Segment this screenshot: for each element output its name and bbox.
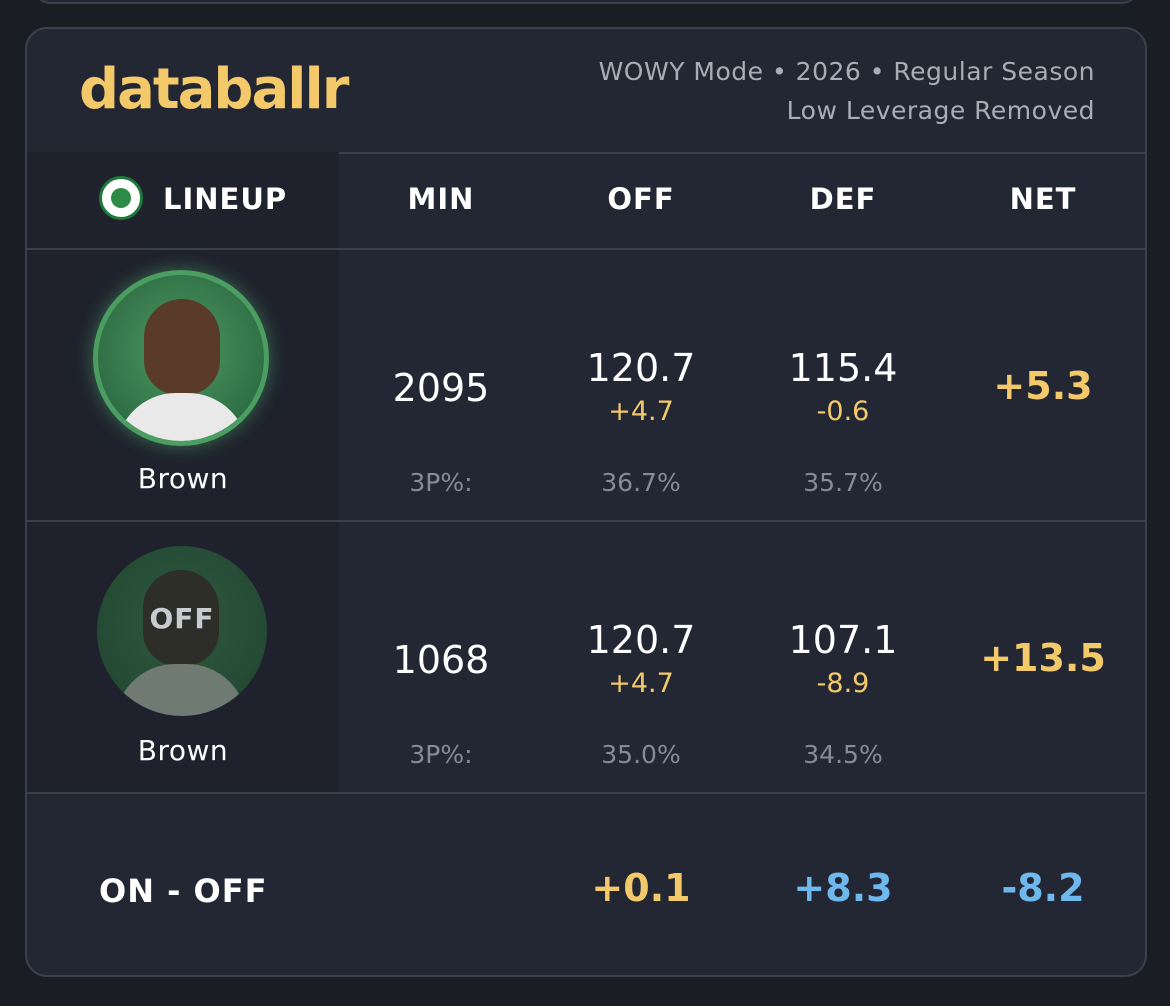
player-name: Brown bbox=[137, 734, 229, 767]
three-pt-off-value: 36.7% bbox=[601, 468, 681, 497]
table-row-off-court: OFF Brown 1068 120.7 +4.7 107.1 -8.9 +13… bbox=[27, 522, 1145, 794]
brand-bar: databallr WOWY Mode • 2026 • Regular Sea… bbox=[27, 29, 1145, 154]
player-jersey-shape bbox=[115, 664, 247, 716]
three-pt-label: 3P%: bbox=[409, 468, 473, 497]
player-jersey-shape bbox=[116, 393, 248, 441]
off-rating-delta: +4.7 bbox=[608, 668, 674, 699]
on-off-summary-row: ON - OFF +0.1 +8.3 -8.2 bbox=[27, 794, 1145, 975]
min-column-header: MIN bbox=[407, 182, 475, 216]
player-cell: Brown bbox=[27, 250, 339, 520]
lineup-column-header: LINEUP bbox=[163, 182, 288, 216]
def-rating-value: 115.4 bbox=[788, 346, 898, 390]
three-pt-label: 3P%: bbox=[409, 740, 473, 769]
wowy-card: databallr WOWY Mode • 2026 • Regular Sea… bbox=[25, 27, 1147, 977]
minutes-value: 1068 bbox=[392, 638, 490, 682]
player-avatar-off[interactable]: OFF bbox=[97, 546, 267, 716]
net-rating-value: +5.3 bbox=[993, 364, 1093, 408]
three-pt-def-value: 34.5% bbox=[803, 740, 883, 769]
three-pt-off-value: 35.0% bbox=[601, 740, 681, 769]
player-avatar[interactable] bbox=[93, 270, 269, 446]
player-name: Brown bbox=[137, 462, 229, 495]
def-rating-delta: -8.9 bbox=[816, 668, 870, 699]
previous-card-edge bbox=[34, 0, 1138, 4]
on-off-net-value: -8.2 bbox=[1001, 866, 1085, 910]
net-column-header: NET bbox=[1009, 182, 1077, 216]
net-rating-value: +13.5 bbox=[980, 636, 1106, 680]
on-off-off-value: +0.1 bbox=[591, 866, 691, 910]
off-rating-delta: +4.7 bbox=[608, 396, 674, 427]
table-header: LINEUP MIN OFF DEF NET bbox=[27, 152, 1145, 250]
three-pt-def-value: 35.7% bbox=[803, 468, 883, 497]
def-rating-delta: -0.6 bbox=[816, 396, 870, 427]
player-cell: OFF Brown bbox=[27, 522, 339, 792]
player-head-shape bbox=[144, 299, 220, 395]
leverage-filter-info: Low Leverage Removed bbox=[786, 96, 1095, 125]
off-column-header: OFF bbox=[607, 182, 675, 216]
def-rating-value: 107.1 bbox=[788, 618, 898, 662]
off-rating-value: 120.7 bbox=[586, 346, 696, 390]
celtics-logo-icon bbox=[99, 176, 143, 220]
databallr-logo[interactable]: databallr bbox=[79, 57, 349, 122]
on-off-label: ON - OFF bbox=[99, 872, 268, 910]
def-column-header: DEF bbox=[809, 182, 877, 216]
off-court-tag: OFF bbox=[149, 602, 215, 635]
on-off-def-value: +8.3 bbox=[793, 866, 893, 910]
table-row-on-court: Brown 2095 120.7 +4.7 115.4 -0.6 +5.3 3P… bbox=[27, 250, 1145, 522]
off-rating-value: 120.7 bbox=[586, 618, 696, 662]
mode-info: WOWY Mode • 2026 • Regular Season bbox=[598, 57, 1095, 86]
player-head-shape bbox=[143, 570, 219, 666]
minutes-value: 2095 bbox=[392, 366, 490, 410]
lineup-header-cell: LINEUP bbox=[27, 152, 339, 248]
